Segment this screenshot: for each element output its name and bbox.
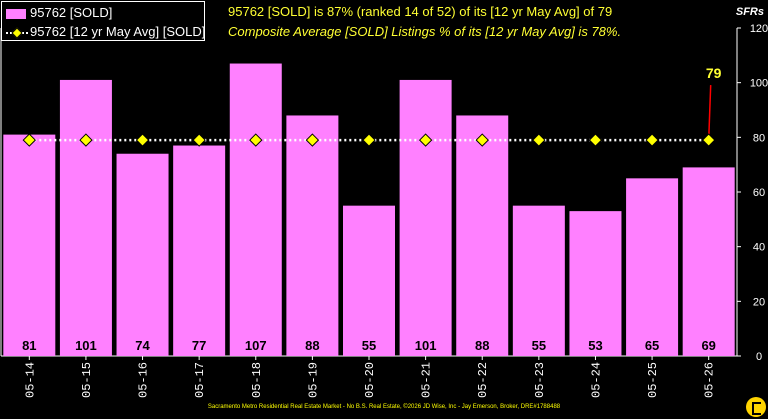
unit-label: SFRs (735, 6, 764, 18)
bar (399, 79, 452, 356)
subline: Composite Average [SOLD] Listings % of i… (228, 24, 622, 39)
x-tick-label: 05-22 (476, 362, 490, 398)
x-tick-label: 05-26 (703, 362, 717, 398)
avg-marker (645, 133, 659, 147)
bar (173, 145, 226, 356)
y-tick-label: 60 (753, 187, 765, 199)
x-tick-label: 05-23 (533, 362, 547, 398)
x-tick-label: 05-25 (646, 362, 660, 398)
bar-value-label: 81 (22, 338, 36, 353)
bar-value-label: 101 (415, 338, 437, 353)
x-tick-label: 05-16 (137, 362, 151, 398)
bar (229, 63, 282, 357)
x-tick-label: 05-15 (80, 362, 94, 398)
x-tick-label: 05-19 (306, 362, 320, 398)
bar (59, 79, 112, 356)
footer-credit: Sacramento Metro Residential Real Estate… (207, 404, 561, 410)
bar (682, 167, 735, 356)
y-tick-label: 40 (753, 242, 765, 254)
avg-marker (135, 133, 150, 147)
x-tick-label: 05-18 (250, 362, 264, 398)
bar (3, 134, 56, 356)
avg-marker (588, 133, 603, 147)
y-tick-label: 20 (753, 296, 765, 308)
x-tick-label: 05-17 (193, 362, 207, 398)
bar (456, 115, 509, 356)
annotation-line (707, 85, 712, 141)
bar-value-label: 65 (645, 338, 659, 353)
bar-value-label: 74 (135, 338, 150, 353)
dotted-line-icon (6, 28, 28, 38)
y-tick-label: 80 (753, 132, 765, 144)
legend-label-bars: 95762 [SOLD] (30, 5, 113, 20)
avg-marker (22, 133, 37, 147)
legend-label-avg: 95762 [12 yr May Avg] [SOLD] (30, 24, 206, 39)
bar-swatch-icon (6, 8, 26, 19)
avg-marker (532, 133, 546, 147)
avg-marker (475, 133, 489, 147)
bar (116, 153, 169, 356)
y-tick-label: 0 (756, 351, 762, 363)
x-tick-label: 05-21 (420, 362, 434, 398)
y-tick-label: 100 (750, 78, 768, 90)
bar-value-label: 77 (192, 338, 206, 353)
legend-item-avg: 95762 [12 yr May Avg] [SOLD] (6, 24, 205, 39)
bar-value-label: 88 (305, 338, 319, 353)
avg-marker (192, 133, 206, 147)
x-tick-label: 05-20 (363, 362, 377, 398)
bar-value-label: 88 (475, 338, 489, 353)
legend: 95762 [SOLD] 95762 [12 yr May Avg] [SOLD… (1, 1, 205, 41)
annotation-label: 79 (706, 65, 722, 81)
x-tick-label: 05-24 (589, 362, 603, 398)
avg-marker (79, 133, 93, 147)
bar-value-label: 55 (362, 338, 376, 353)
avg-marker (701, 133, 716, 147)
bar (569, 211, 622, 356)
avg-marker (418, 133, 433, 147)
bar-value-label: 69 (701, 338, 715, 353)
avg-marker (249, 133, 263, 147)
avg-marker (362, 133, 376, 147)
x-tick-label: 05-14 (23, 362, 37, 398)
bar (286, 115, 339, 356)
bar (343, 205, 395, 356)
bar-value-label: 53 (588, 338, 602, 353)
logo-icon (746, 397, 766, 417)
bar (512, 205, 565, 356)
y-tick-label: 120 (750, 23, 768, 35)
headline: 95762 [SOLD] is 87% (ranked 14 of 52) of… (228, 4, 613, 19)
bar-value-label: 107 (245, 338, 267, 353)
legend-item-bars: 95762 [SOLD] (6, 5, 112, 20)
avg-marker (305, 133, 320, 147)
bar-value-label: 55 (532, 338, 546, 353)
bar (626, 178, 679, 356)
bar-value-label: 101 (75, 338, 97, 353)
